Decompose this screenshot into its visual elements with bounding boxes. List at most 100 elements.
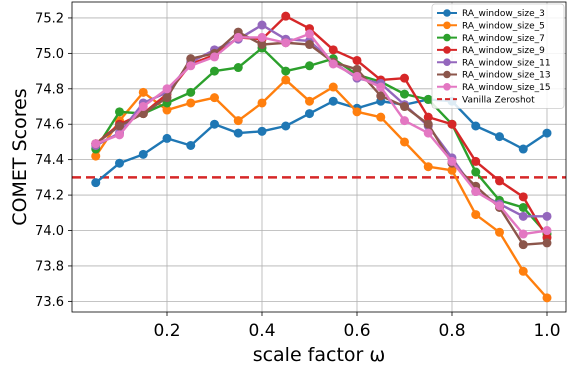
y-tick-label: 75.0 [35, 47, 64, 62]
legend-label: RA_window_size_15 [462, 83, 551, 93]
data-point [471, 210, 481, 220]
data-point [115, 107, 124, 117]
y-tick-label: 74.4 [35, 153, 64, 168]
data-point [138, 87, 148, 97]
x-tick-label: 0.4 [248, 321, 275, 341]
data-point [162, 105, 172, 115]
legend-item: RA_window_size_3 [437, 9, 545, 19]
data-point [233, 116, 243, 126]
x-tick-label: 0.6 [343, 321, 370, 341]
data-point [186, 140, 196, 150]
data-point [186, 54, 196, 64]
data-point [471, 187, 481, 197]
legend-label: RA_window_size_13 [462, 71, 551, 81]
data-point [210, 93, 219, 103]
data-point [257, 20, 267, 30]
data-point [542, 128, 552, 138]
data-point [186, 87, 196, 97]
data-point [257, 98, 267, 108]
data-point [400, 73, 409, 83]
data-point [471, 156, 481, 166]
data-point [257, 32, 267, 42]
data-point [210, 119, 219, 129]
data-point [518, 202, 528, 212]
y-tick-label: 74.2 [35, 189, 64, 204]
legend-label: RA_window_size_11 [462, 58, 551, 68]
data-point [91, 139, 101, 149]
legend-swatch-marker [443, 46, 451, 54]
data-point [376, 82, 386, 92]
legend-item: RA_window_size_13 [437, 70, 551, 81]
data-point [542, 293, 552, 303]
data-point [400, 137, 409, 147]
legend-label: RA_window_size_9 [462, 46, 545, 56]
legend-swatch-marker [443, 83, 451, 91]
data-point [138, 149, 148, 159]
data-point [115, 130, 124, 140]
legend-label: Vanilla Zeroshot [462, 95, 535, 105]
series-line [95, 32, 548, 236]
y-tick-label: 74.8 [35, 82, 64, 97]
legend-swatch-marker [443, 70, 451, 79]
series-group [91, 11, 552, 303]
data-point [400, 102, 409, 112]
legend-item: RA_window_size_11 [437, 58, 551, 68]
y-tick-label: 73.8 [35, 259, 64, 274]
data-point [447, 165, 457, 175]
data-point [281, 11, 291, 21]
axes-frame [71, 1, 567, 313]
legend-swatch-marker [443, 33, 451, 42]
data-point [423, 119, 433, 129]
series-RA_window_size_5 [91, 75, 552, 303]
legend: RA_window_size_3 RA_window_size_5 RA_windo… [431, 3, 565, 109]
data-point [328, 82, 338, 92]
data-point [495, 201, 504, 211]
y-tick-label: 75.2 [35, 11, 64, 26]
data-point [542, 238, 552, 248]
data-point [162, 93, 172, 103]
y-axis-label: COMET Scores [9, 88, 31, 225]
data-point [447, 156, 457, 166]
data-point [352, 64, 362, 74]
data-point [376, 112, 386, 122]
series-RA_window_size_15 [91, 29, 552, 239]
data-point [281, 38, 291, 48]
data-point [281, 75, 291, 85]
data-point [400, 116, 409, 126]
legend-box [431, 3, 565, 109]
data-point [352, 71, 362, 81]
data-point [257, 126, 267, 136]
data-point [186, 61, 196, 71]
data-point [305, 61, 314, 71]
legend-swatch-marker [443, 21, 451, 30]
data-point [328, 96, 338, 106]
data-point [138, 102, 148, 112]
data-point [376, 91, 386, 101]
data-point [257, 40, 267, 50]
ticks: 0.2 0.4 0.6 0.8 1.0 73.6 73.8 74.0 74.2 74.4 74.6 7… [35, 11, 560, 341]
x-tick-label: 0.8 [438, 321, 465, 341]
data-point [518, 192, 528, 202]
legend-item: RA_window_size_5 [437, 21, 545, 32]
data-point [210, 66, 219, 76]
data-point [518, 240, 528, 250]
legend-item: RA_window_size_9 [437, 46, 545, 56]
legend-label: RA_window_size_5 [462, 22, 545, 32]
data-point [305, 96, 314, 106]
legend-item: Vanilla Zeroshot [437, 95, 535, 105]
data-point [186, 98, 196, 108]
data-point [471, 167, 481, 177]
data-point [162, 84, 172, 94]
data-point [210, 52, 219, 62]
legend-swatch-marker [443, 9, 451, 17]
data-point [447, 119, 457, 129]
series-line [95, 30, 548, 246]
data-point [400, 89, 409, 99]
data-point [91, 178, 101, 188]
data-point [305, 29, 314, 39]
x-axis-label: scale factor ω [253, 344, 386, 366]
x-tick-label: 0.2 [153, 321, 180, 341]
data-point [423, 94, 433, 104]
data-point [281, 121, 291, 131]
data-point [542, 211, 552, 221]
